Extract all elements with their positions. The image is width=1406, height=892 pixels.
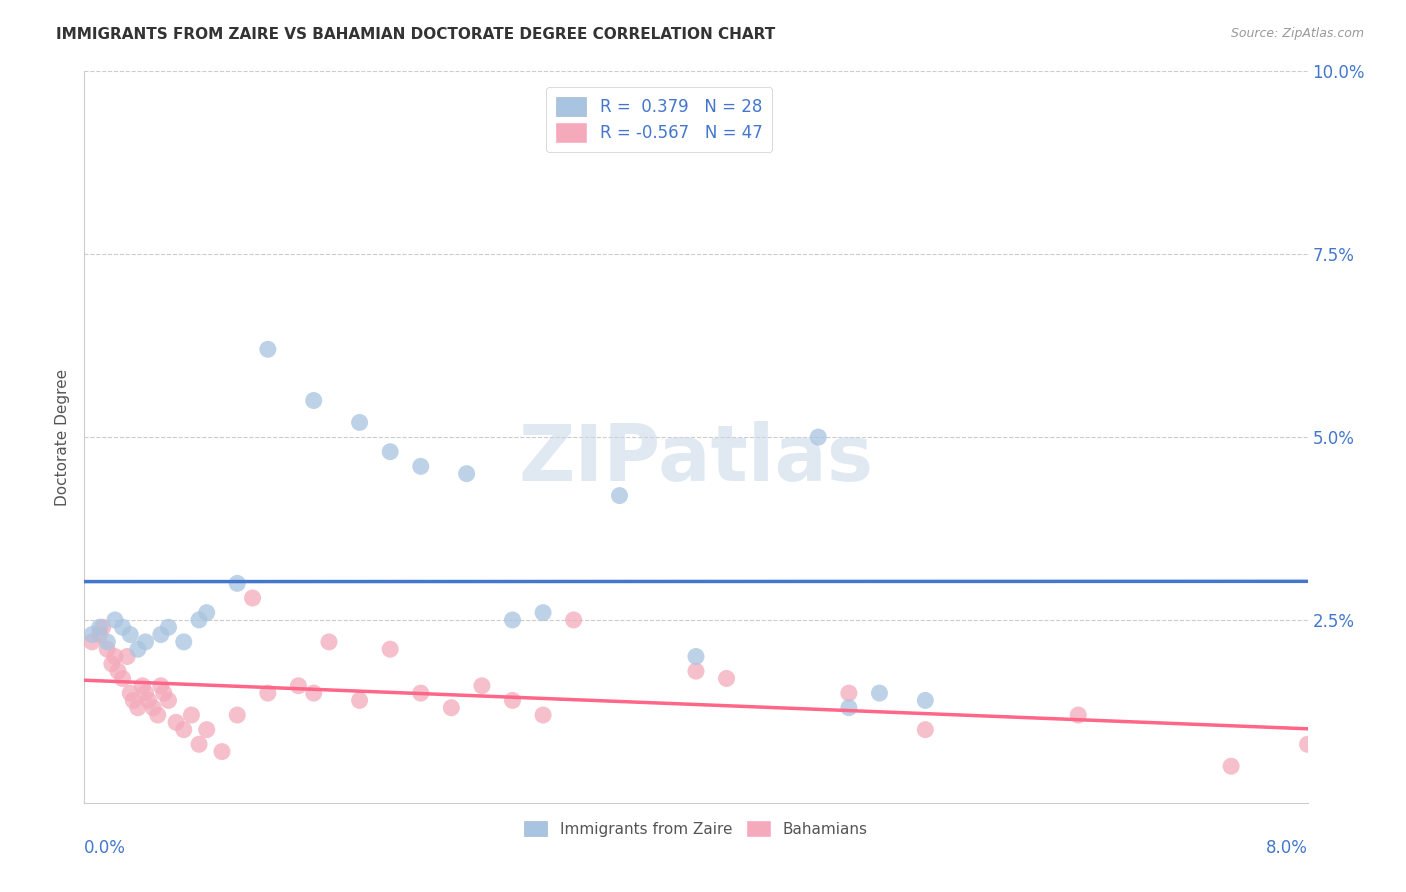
Point: [257, 686, 280, 700]
Point: [96, 635, 118, 649]
Point: [165, 715, 187, 730]
Point: [1220, 759, 1243, 773]
Point: [471, 679, 494, 693]
Point: [131, 679, 153, 693]
Point: [716, 672, 738, 686]
Point: [257, 343, 280, 357]
Point: [120, 686, 142, 700]
Point: [226, 708, 249, 723]
Point: [89, 627, 111, 641]
Point: [149, 679, 172, 693]
Point: [838, 700, 860, 714]
Point: [562, 613, 585, 627]
Point: [685, 649, 707, 664]
Point: [104, 613, 127, 627]
Point: [80, 635, 103, 649]
Point: [127, 642, 149, 657]
Text: Source: ZipAtlas.com: Source: ZipAtlas.com: [1230, 27, 1364, 40]
Point: [609, 489, 631, 503]
Point: [157, 620, 180, 634]
Text: 8.0%: 8.0%: [1265, 839, 1308, 857]
Point: [456, 467, 478, 481]
Point: [146, 708, 169, 723]
Point: [104, 649, 127, 664]
Point: [531, 708, 554, 723]
Point: [409, 686, 432, 700]
Point: [1296, 737, 1319, 751]
Point: [287, 679, 309, 693]
Point: [180, 708, 202, 723]
Point: [1067, 708, 1090, 723]
Point: [914, 693, 936, 707]
Point: [127, 700, 149, 714]
Point: [914, 723, 936, 737]
Point: [111, 672, 134, 686]
Point: [349, 693, 371, 707]
Point: [157, 693, 180, 707]
Point: [149, 627, 172, 641]
Point: [502, 693, 524, 707]
Point: [409, 459, 432, 474]
Point: [153, 686, 176, 700]
Text: 0.0%: 0.0%: [84, 839, 127, 857]
Point: [211, 745, 233, 759]
Point: [502, 613, 524, 627]
Point: [96, 642, 118, 657]
Point: [869, 686, 891, 700]
Point: [135, 686, 157, 700]
Legend: Immigrants from Zaire, Bahamians: Immigrants from Zaire, Bahamians: [519, 814, 873, 843]
Point: [349, 416, 371, 430]
Point: [302, 686, 325, 700]
Point: [807, 430, 830, 444]
Point: [91, 620, 114, 634]
Point: [115, 649, 138, 664]
Y-axis label: Doctorate Degree: Doctorate Degree: [55, 368, 70, 506]
Point: [122, 693, 145, 707]
Point: [188, 613, 211, 627]
Text: ZIPatlas: ZIPatlas: [519, 421, 873, 497]
Text: IMMIGRANTS FROM ZAIRE VS BAHAMIAN DOCTORATE DEGREE CORRELATION CHART: IMMIGRANTS FROM ZAIRE VS BAHAMIAN DOCTOR…: [56, 27, 776, 42]
Point: [173, 635, 195, 649]
Point: [302, 393, 325, 408]
Point: [111, 620, 134, 634]
Point: [440, 700, 463, 714]
Point: [173, 723, 195, 737]
Point: [80, 627, 103, 641]
Point: [120, 627, 142, 641]
Point: [138, 693, 160, 707]
Point: [89, 620, 111, 634]
Point: [195, 606, 218, 620]
Point: [188, 737, 211, 751]
Point: [226, 576, 249, 591]
Point: [242, 591, 264, 605]
Point: [195, 723, 218, 737]
Point: [838, 686, 860, 700]
Point: [142, 700, 165, 714]
Point: [107, 664, 129, 678]
Point: [135, 635, 157, 649]
Point: [101, 657, 124, 671]
Point: [685, 664, 707, 678]
Point: [318, 635, 340, 649]
Point: [380, 642, 402, 657]
Point: [531, 606, 554, 620]
Point: [380, 444, 402, 458]
